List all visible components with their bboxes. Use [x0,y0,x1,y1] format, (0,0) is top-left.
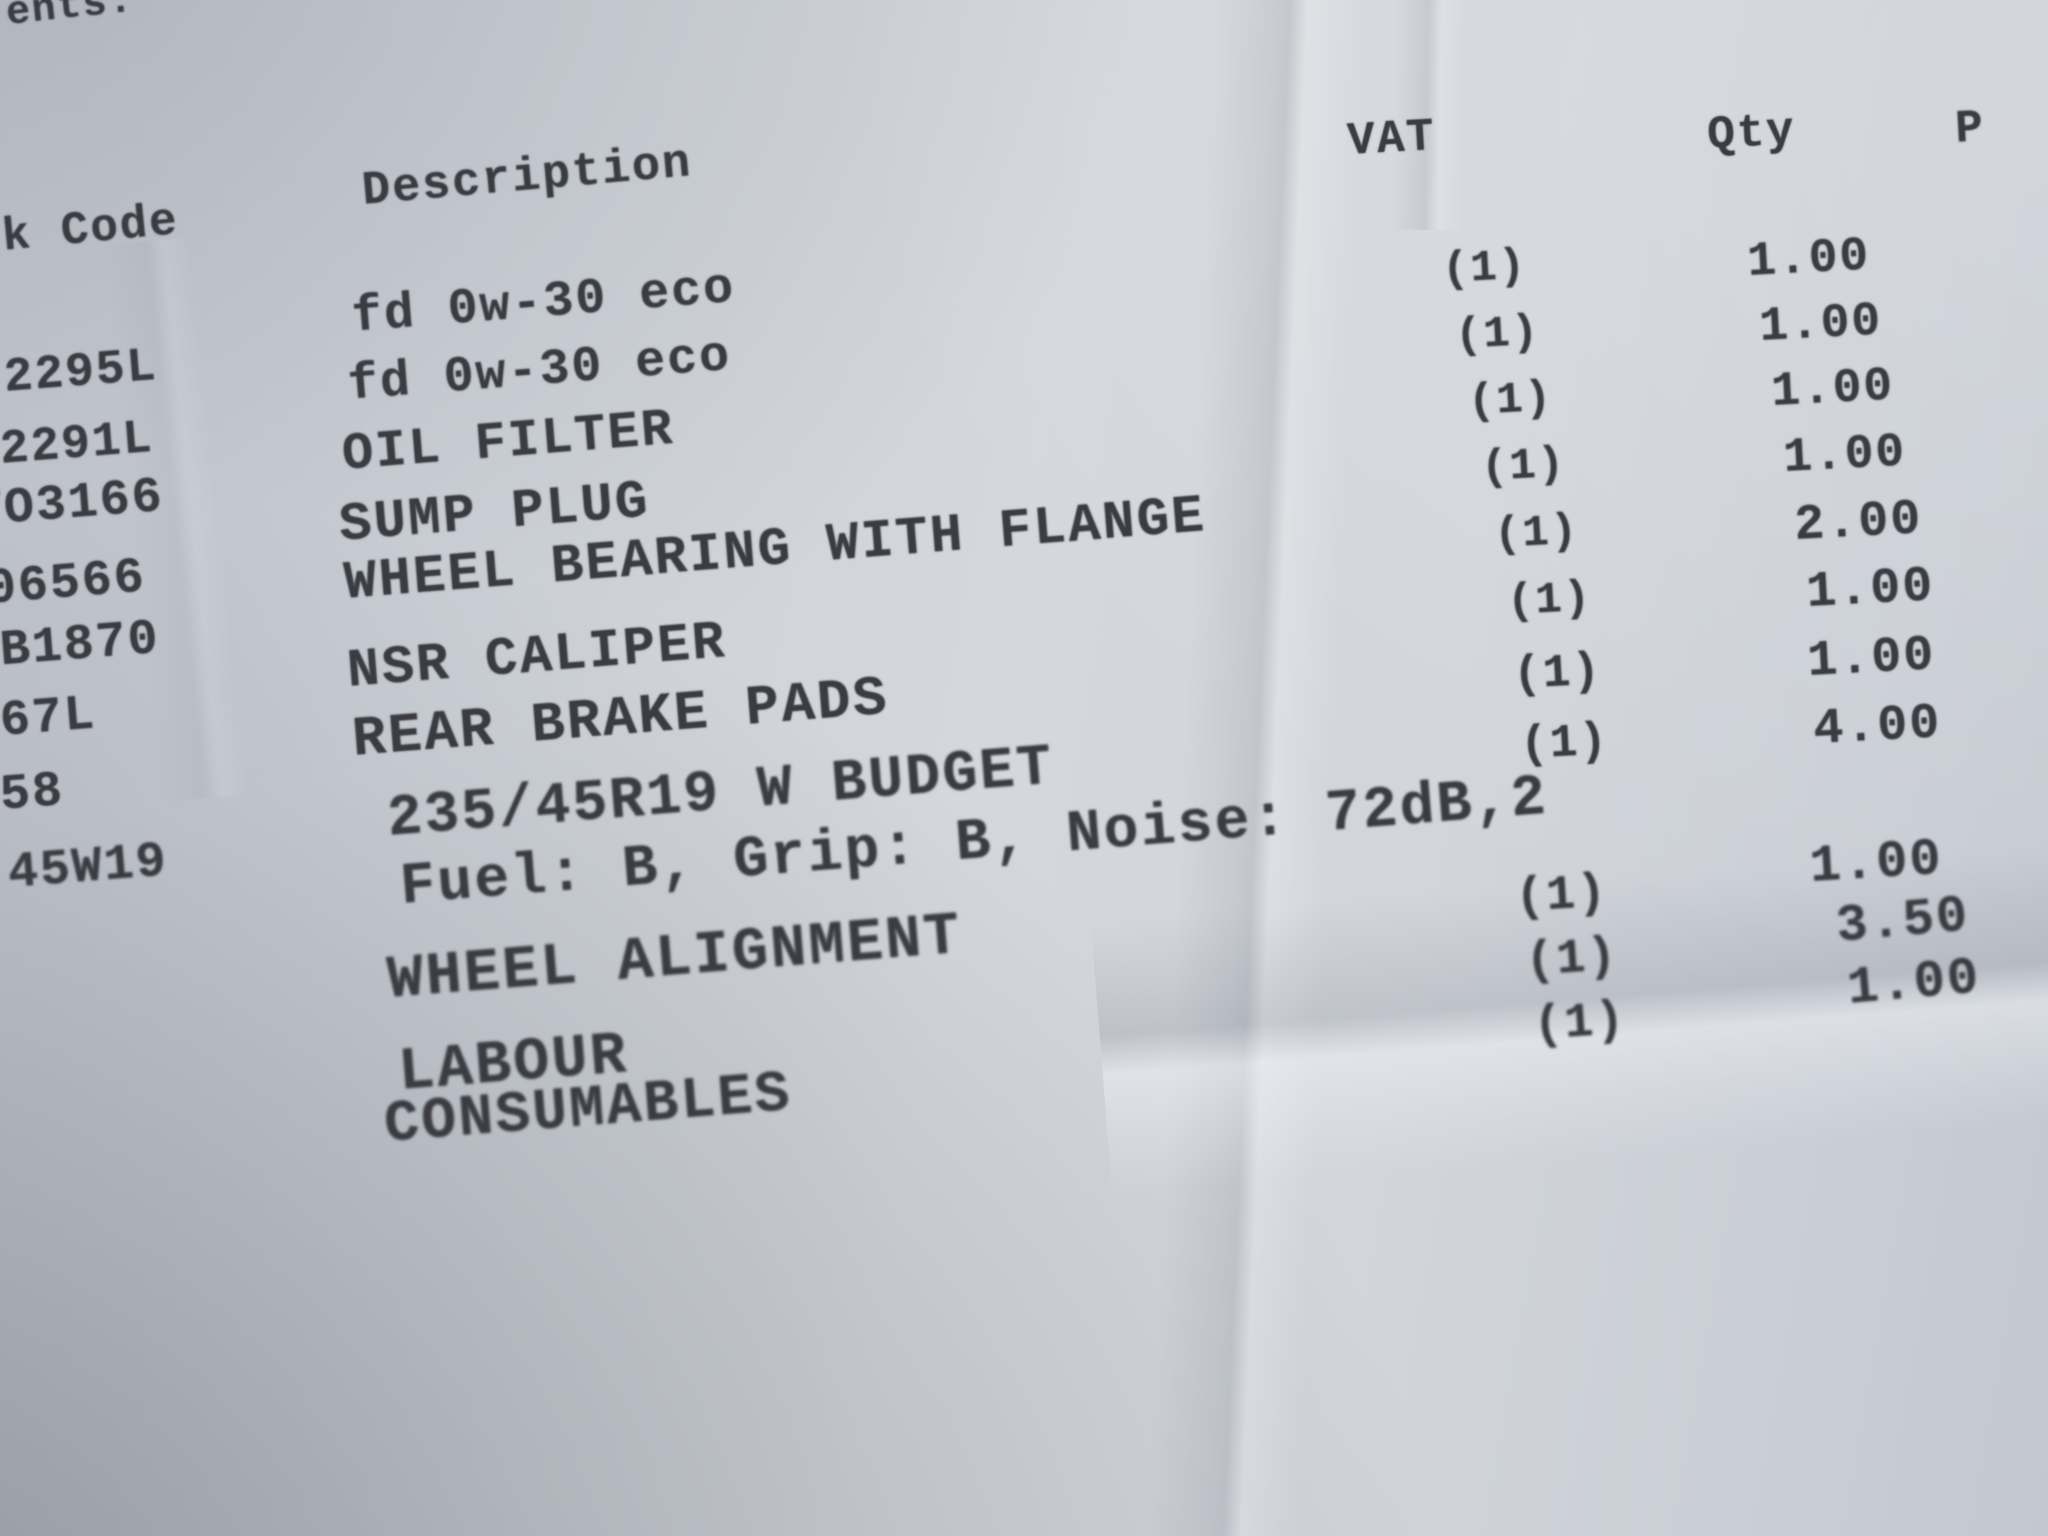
vat-code: (1) [1512,645,1603,702]
stock-code: 2291L [0,411,156,478]
qty-value: 1.00 [1782,425,1908,486]
stock-code: TO3166 [0,468,166,541]
column-header-vat: VAT [1346,111,1438,168]
qty-value: 1.00 [1808,829,1945,897]
stock-code: 67L [0,686,99,751]
qty-value: 1.00 [1845,948,1983,1019]
stock-code: 45W19 [6,833,171,903]
qty-value: 3.50 [1834,886,1972,957]
column-header-description: Description [360,137,695,219]
vat-code: (1) [1493,506,1581,561]
qty-value: 1.00 [1806,627,1937,691]
column-header-price-partial: P [1954,102,1987,156]
vat-code: (1) [1480,439,1568,494]
stock-code: 58 [0,762,67,825]
vat-code: (1) [1514,866,1610,926]
qty-value: 1.00 [1805,558,1936,622]
stock-code: 2295L [2,339,160,406]
stock-code: VB1870 [0,610,162,683]
qty-value: 1.00 [1746,229,1872,290]
vat-code: (1) [1506,573,1594,628]
column-header-qty: Qty [1706,105,1798,162]
item-description: OIL FILTER [340,399,677,485]
vat-code: (1) [1467,373,1555,428]
vat-code: (1) [1454,307,1542,362]
qty-value: 1.00 [1770,359,1896,420]
vat-code: (1) [1519,715,1610,772]
qty-value: 4.00 [1812,695,1943,759]
comments-label-fragment: ents: [4,0,137,37]
vat-code: (1) [1532,993,1628,1054]
vat-code: (1) [1441,241,1529,296]
qty-value: 1.00 [1758,294,1884,355]
column-header-code: k Code [0,195,181,264]
stock-code: 06566 [0,549,149,619]
paper-crease-vertical [1142,0,1368,1536]
vat-code: (1) [1524,929,1620,990]
item-description: WHEEL ALIGNMENT [385,902,965,1016]
qty-value: 2.00 [1793,491,1924,555]
